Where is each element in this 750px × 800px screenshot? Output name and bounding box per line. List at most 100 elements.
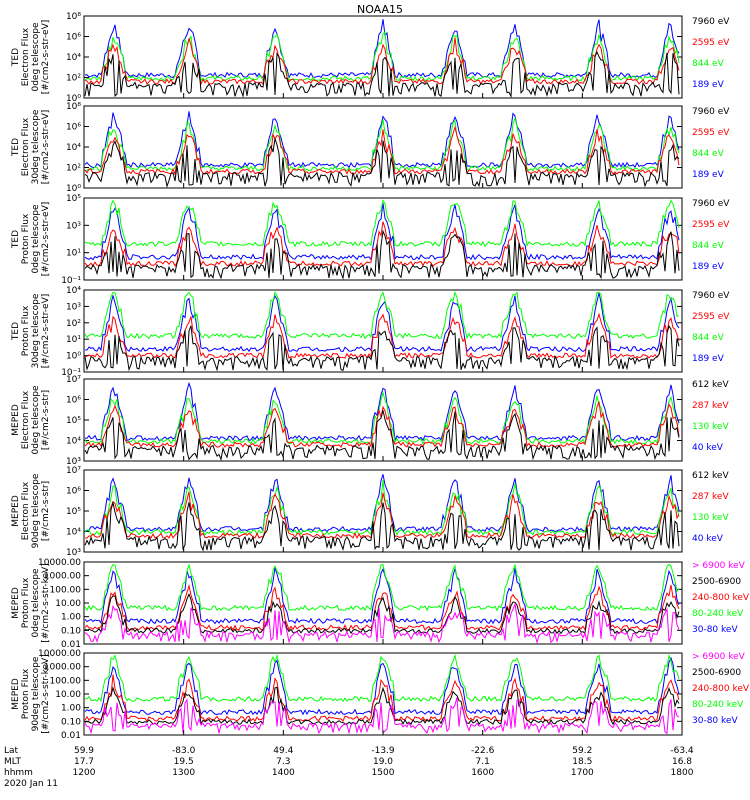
panel-ted-electron-30deg: 10⁰ 10² 10⁴ 10⁶ 10⁸ TEDElectron Flux30deg tel… [11, 102, 730, 194]
series-2-trace [84, 37, 680, 86]
y-tick-label: 10.00 [55, 690, 81, 700]
y-tick-label: 10⁶ [66, 33, 81, 43]
legend-entry: 40 keV [692, 443, 724, 453]
x-hhmm-label: 1300 [172, 768, 195, 778]
legend-entry: 287 keV [692, 401, 729, 411]
legend-entry: 2595 eV [692, 312, 730, 322]
series-2-trace [84, 401, 680, 449]
series-1-trace [84, 199, 680, 248]
x-mlt-label: 19.5 [174, 757, 194, 767]
y-tick-label: 10² [66, 74, 81, 84]
series-4-trace [84, 697, 680, 735]
y-axis-label-line: Proton Flux [21, 577, 31, 628]
y-axis-label-line: Proton Flux [21, 213, 31, 264]
legend-entry: 30-80 keV [692, 625, 738, 635]
date-label: 2020 Jan 11 [4, 779, 58, 789]
legend-entry: 189 eV [692, 354, 725, 364]
series-1-trace [85, 653, 680, 703]
x-lat-label: -83.0 [172, 746, 196, 756]
x-lat-label: -63.4 [670, 746, 694, 756]
x-mlt-label: 18.5 [572, 757, 592, 767]
y-axis-label-line: [#/cm2-s-str-eV] [41, 110, 51, 185]
series-3-trace [84, 138, 680, 189]
series-2-trace [84, 221, 680, 268]
y-axis-label-line: Electron Flux [21, 27, 31, 86]
series-0-trace [84, 567, 680, 625]
y-tick-label: 0.01 [61, 640, 81, 650]
y-tick-label: 10⁷ [66, 375, 81, 385]
y-tick-label: 10⁷ [66, 466, 81, 476]
y-axis-label-line: 30deg telescope [31, 293, 41, 368]
y-tick-label: 10⁰ [66, 94, 81, 104]
x-hhmm-label: 1200 [73, 768, 96, 778]
panel-meped-electron-90deg: 10³ 10⁴ 10⁵ 10⁶ 10⁷ MEPEDElectron Flux90deg t… [11, 466, 729, 558]
y-tick-label: 10⁴ [66, 53, 81, 63]
y-tick-label: 10⁴ [66, 528, 81, 538]
legend-entry: 30-80 keV [692, 716, 738, 726]
y-axis-label-line: 0deg telescope [31, 568, 41, 638]
y-axis-label-line: MEPED [11, 587, 21, 619]
legend-entry: 130 keV [692, 422, 729, 432]
series-0-trace [84, 381, 680, 443]
y-tick-label: 100.00 [50, 676, 82, 686]
y-tick-label: 10⁻¹ [61, 368, 81, 378]
x-mlt-label: 19.0 [373, 757, 393, 767]
legend-entry: 612 keV [692, 471, 729, 481]
y-axis-label-line: 0deg telescope [31, 385, 41, 455]
series-3-trace [84, 592, 680, 635]
y-tick-label: 10³ [66, 302, 81, 312]
series-0-trace [84, 203, 680, 261]
panel-ted-proton-0deg: 10⁻¹ 10¹ 10³ 10⁵ TEDProton Flux0deg telescop… [11, 194, 730, 286]
y-axis-label-line: TED [11, 138, 21, 157]
legend-entry: 2595 eV [692, 128, 730, 138]
y-axis-label-line: [#/cm2-s-str-eV] [41, 20, 51, 95]
series-0-trace [84, 19, 680, 79]
y-axis-label-line: Electron Flux [21, 481, 31, 540]
legend-entry: 80-240 keV [692, 700, 744, 710]
x-mlt-label: 16.8 [672, 757, 692, 767]
y-tick-label: 10000.00 [38, 558, 81, 568]
legend-entry: 7960 eV [692, 199, 730, 209]
legend-entry: > 6900 keV [692, 652, 746, 662]
y-axis-label: MEPEDProton Flux0deg telescope[#/cm2-s-s… [11, 563, 51, 642]
legend-entry: > 6900 keV [692, 561, 746, 571]
legend-entry: 7960 eV [692, 107, 730, 117]
series-1-trace [84, 390, 680, 446]
x-mlt-label: 7.1 [476, 757, 490, 767]
series-0-trace [84, 656, 680, 716]
y-axis-label-line: 30deg telescope [31, 109, 41, 184]
y-axis-label-line: [#/cm2-s-str-keV] [41, 654, 51, 733]
figure-title: NOAA15 [357, 3, 403, 16]
y-axis-label-line: MEPED [11, 678, 21, 710]
legend-entry: 80-240 keV [692, 609, 744, 619]
y-axis-label: MEPEDElectron Flux0deg telescope[#/cm2-s… [11, 385, 51, 455]
y-axis-label: TEDProton Flux30deg telescope[#/cm2-s-st… [11, 293, 51, 368]
y-tick-label: 10⁶ [66, 123, 81, 133]
y-tick-label: 10⁵ [66, 194, 81, 204]
x-hhmm-label: 1600 [471, 768, 494, 778]
y-tick-label: 10⁻¹ [61, 276, 81, 286]
y-axis-label-line: [#/cm2-s-str] [41, 390, 51, 450]
legend-entry: 2595 eV [692, 38, 730, 48]
y-axis-label-line: Electron Flux [21, 390, 31, 449]
legend-entry: 189 eV [692, 170, 725, 180]
panel-ted-electron-0deg: 10⁰ 10² 10⁴ 10⁶ 10⁸ TEDElectron Flux0deg tele… [11, 12, 730, 104]
y-axis-label-line: 90deg telescope [31, 656, 41, 731]
series-3-trace [84, 686, 680, 726]
y-tick-label: 0.10 [61, 626, 81, 636]
y-tick-label: 10² [66, 164, 81, 174]
y-tick-label: 0.01 [61, 731, 81, 741]
legend-entry: 2595 eV [692, 220, 730, 230]
y-axis-label-line: TED [11, 322, 21, 341]
y-tick-label: 10¹ [66, 335, 81, 345]
series-3-trace [84, 51, 680, 99]
series-1-trace [84, 290, 680, 340]
legend-entry: 844 eV [692, 59, 725, 69]
legend-entry: 844 eV [692, 333, 725, 343]
legend-entry: 7960 eV [692, 17, 730, 27]
y-tick-label: 1.00 [61, 704, 81, 714]
y-axis-label: TEDProton Flux0deg telescope[#/cm2-s-str… [11, 202, 51, 277]
legend-entry: 287 keV [692, 492, 729, 502]
y-axis-label-line: [#/cm2-s-str-keV] [41, 563, 51, 642]
